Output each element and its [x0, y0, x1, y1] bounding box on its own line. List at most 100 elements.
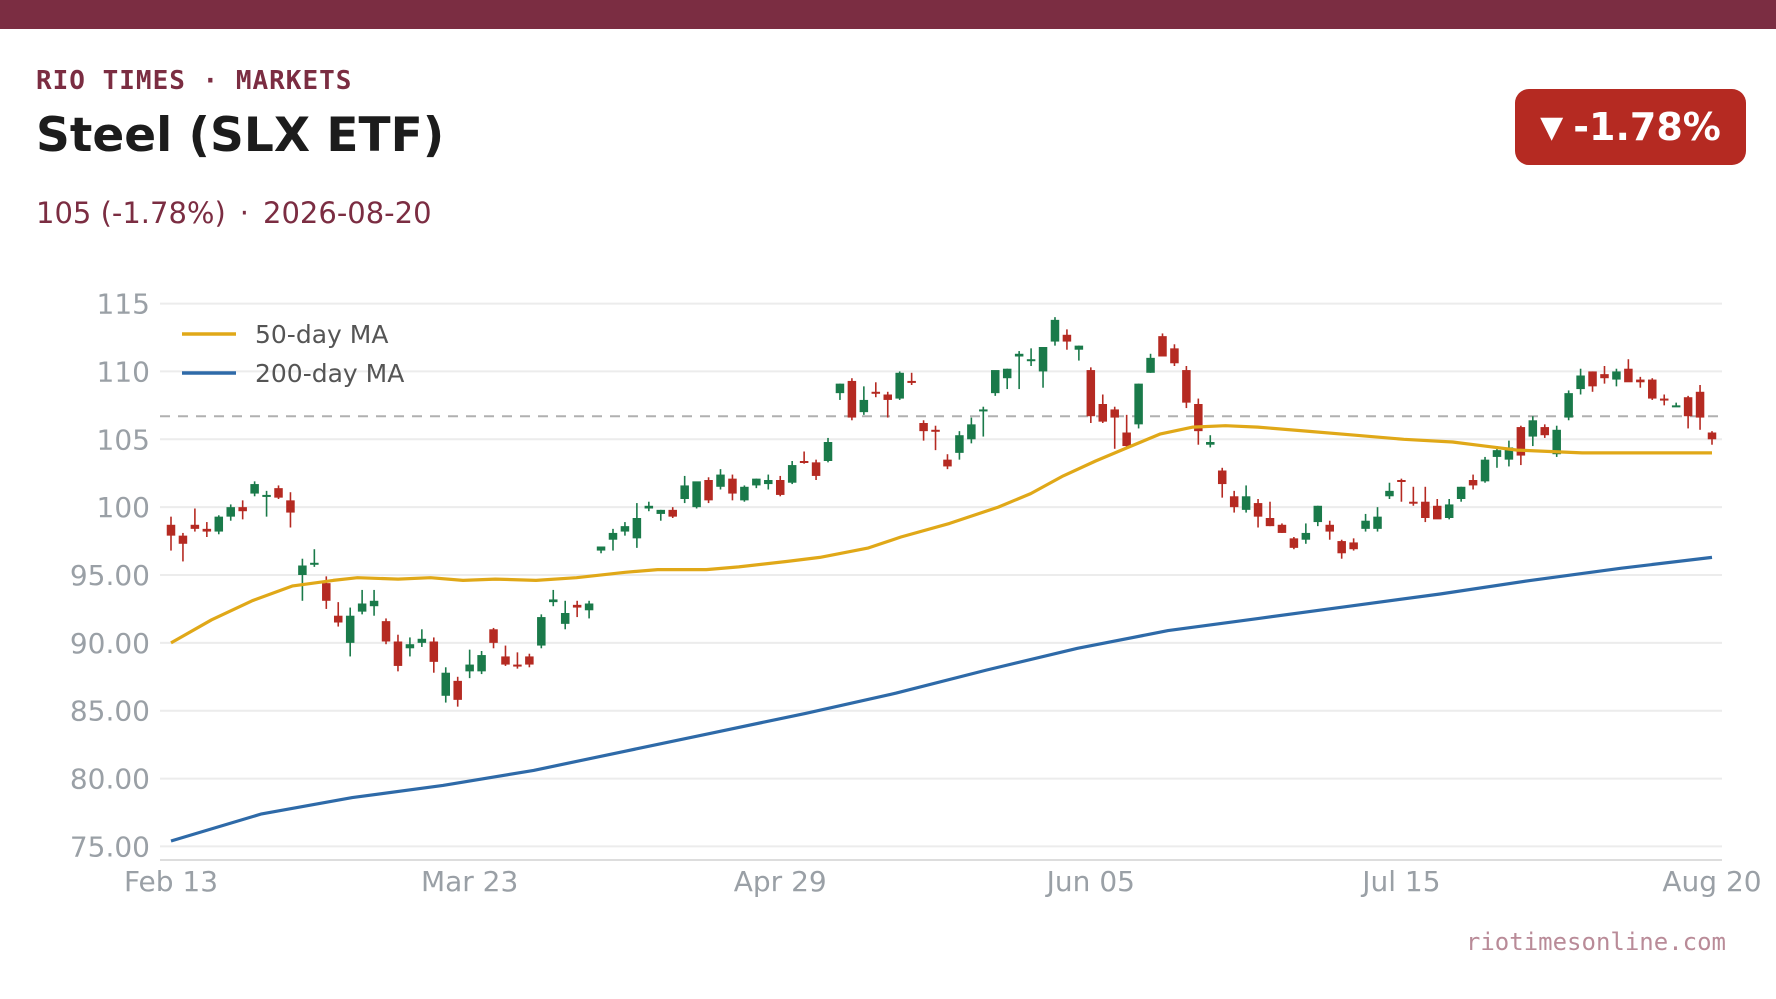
candle [190, 508, 200, 532]
candle [1409, 486, 1418, 506]
candle [250, 481, 259, 497]
legend-label: 200-day MA [255, 359, 404, 388]
candle [1074, 345, 1084, 361]
candle [417, 629, 427, 647]
candle [1289, 537, 1299, 550]
candle-body [1540, 427, 1550, 436]
candle-body [250, 484, 259, 494]
price-date: 2026-08-20 [263, 196, 432, 230]
candle-body [1265, 518, 1275, 527]
candle [871, 382, 881, 398]
candle-body [931, 429, 940, 432]
candle-body [1110, 409, 1119, 418]
y-tick-label: 100 [97, 491, 150, 524]
candle [477, 651, 486, 675]
candle-body [310, 562, 319, 565]
candle [1301, 523, 1311, 544]
candle-body [513, 664, 522, 667]
candle [1361, 513, 1370, 532]
candle [1349, 538, 1358, 551]
candle-body [465, 664, 474, 672]
candle-body [1158, 336, 1167, 357]
candle-body [811, 462, 821, 476]
candle [1038, 347, 1048, 388]
candle [1695, 385, 1705, 430]
candle-body [919, 423, 928, 432]
price-line: 105 (-1.78%) · 2026-08-20 [36, 196, 432, 230]
price-value: 105 (-1.78%) [36, 196, 226, 230]
candle-body [596, 546, 606, 551]
candle [489, 627, 498, 649]
candle-body [537, 617, 546, 646]
candle [1014, 351, 1024, 390]
change-badge: ▼ -1.78% [1515, 89, 1746, 165]
candle [1098, 394, 1108, 423]
candle-body [453, 680, 462, 700]
x-tick-label: Apr 29 [734, 865, 827, 898]
x-tick-label: Aug 20 [1662, 865, 1761, 898]
candle-body [764, 480, 773, 485]
candle-body [1421, 501, 1430, 518]
candle [525, 653, 534, 668]
candle-body [1456, 486, 1466, 499]
candle-body [871, 391, 881, 394]
x-tick-label: Jul 15 [1360, 865, 1440, 898]
candle-body [680, 485, 689, 499]
candle [596, 546, 606, 554]
candle-body [1504, 447, 1514, 460]
candle-body [214, 516, 224, 532]
candle-body [1325, 524, 1334, 532]
candle [895, 371, 904, 400]
candle [429, 637, 439, 673]
candle [680, 475, 689, 504]
candle [274, 485, 283, 499]
candle-body [1277, 524, 1287, 533]
candle-body [1253, 503, 1263, 517]
candle [1182, 366, 1191, 409]
candle-body [560, 613, 570, 624]
candle-body [226, 507, 235, 517]
candle [405, 637, 415, 657]
candle [1002, 368, 1012, 390]
page-title: Steel (SLX ETF) [36, 108, 445, 163]
candle-body [1695, 391, 1705, 418]
candle-body [1050, 319, 1060, 342]
candle-body [1707, 432, 1717, 440]
candle-body [728, 478, 737, 494]
candle-body [1492, 450, 1502, 457]
candle-body [895, 372, 904, 399]
candle [1636, 376, 1645, 388]
candle [1683, 395, 1693, 429]
candle [1158, 333, 1167, 357]
candle [668, 507, 677, 518]
candle-body [752, 478, 761, 486]
candle-body [1134, 383, 1143, 425]
candle [1385, 482, 1394, 499]
candle [1337, 539, 1346, 559]
candle [1134, 383, 1143, 429]
candle [513, 652, 522, 669]
candle-body [1241, 496, 1251, 510]
y-tick-label: 75.00 [70, 830, 150, 863]
ma50-line [170, 424, 1712, 645]
candle-body [549, 599, 558, 603]
candle [859, 386, 869, 415]
candle-body [1026, 359, 1036, 362]
candle [644, 501, 654, 512]
y-tick-label: 115 [97, 288, 150, 321]
candle-body [967, 424, 976, 440]
candle-body [333, 615, 343, 623]
candle-body [1409, 501, 1418, 504]
candle [1480, 456, 1490, 483]
candle [1588, 371, 1597, 392]
candle [572, 600, 582, 618]
candle-body [1062, 334, 1072, 342]
candle-body [1194, 404, 1203, 432]
candle [1265, 501, 1275, 527]
candle-body [1432, 505, 1442, 520]
candle [764, 474, 773, 490]
candle-body [955, 435, 964, 453]
candle-body [1014, 353, 1024, 357]
candle-body [1182, 370, 1191, 403]
candle-body [847, 380, 857, 418]
